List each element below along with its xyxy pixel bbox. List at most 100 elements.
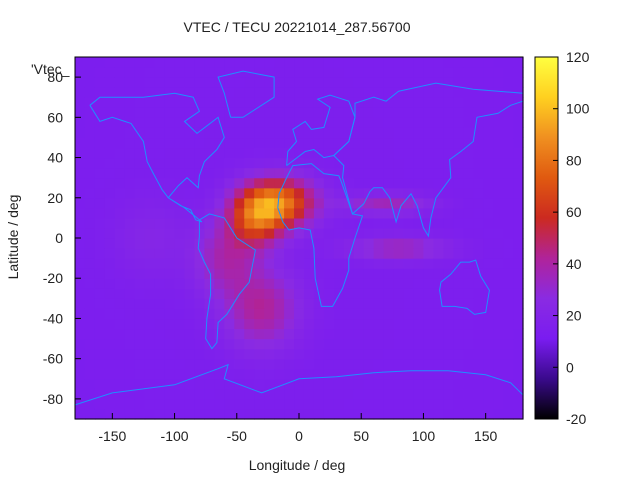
- heatmap-cell: [144, 238, 156, 249]
- heatmap-cell: [254, 147, 265, 159]
- heatmap-cell: [363, 97, 375, 108]
- heatmap-cell: [124, 67, 136, 78]
- heatmap-cell: [184, 207, 196, 219]
- heatmap-cell: [373, 87, 385, 98]
- heatmap-cell: [403, 348, 415, 360]
- heatmap-cell: [264, 308, 275, 320]
- heatmap-cell: [503, 177, 514, 189]
- heatmap-cell: [75, 408, 86, 420]
- heatmap-cell: [154, 268, 166, 279]
- heatmap-cell: [403, 67, 415, 78]
- heatmap-cell: [333, 338, 345, 350]
- heatmap-cell: [403, 107, 415, 118]
- heatmap-cell: [164, 358, 176, 370]
- heatmap-cell: [144, 127, 156, 139]
- heatmap-cell: [284, 207, 295, 219]
- heatmap-cell: [254, 107, 265, 118]
- heatmap-cell: [94, 187, 106, 199]
- heatmap-cell: [234, 77, 245, 88]
- heatmap-cell: [353, 157, 365, 169]
- heatmap-cell: [323, 57, 335, 68]
- heatmap-cell: [284, 278, 295, 289]
- heatmap-cell: [313, 187, 325, 199]
- colorbar-tick-label: 100: [566, 101, 590, 117]
- heatmap-cell: [493, 388, 504, 400]
- heatmap-cell: [194, 358, 206, 370]
- heatmap-cell: [333, 57, 345, 68]
- heatmap-cell: [383, 187, 395, 199]
- heatmap-cell: [134, 388, 146, 400]
- heatmap-cell: [114, 117, 126, 128]
- heatmap-cell: [393, 187, 405, 199]
- heatmap-cell: [104, 368, 116, 380]
- heatmap-cell: [104, 217, 116, 229]
- heatmap-cell: [333, 318, 345, 330]
- heatmap-cell: [144, 328, 156, 340]
- heatmap-cell: [124, 187, 136, 199]
- heatmap-cell: [393, 97, 405, 108]
- heatmap-cell: [224, 398, 235, 410]
- heatmap-cell: [383, 67, 395, 78]
- heatmap-cell: [463, 197, 474, 209]
- heatmap-cell: [313, 207, 325, 219]
- heatmap-cell: [323, 217, 335, 229]
- heatmap-cell: [463, 238, 474, 249]
- heatmap-cell: [323, 197, 335, 209]
- heatmap-cell: [94, 127, 106, 139]
- heatmap-cell: [124, 348, 136, 360]
- heatmap-cell: [84, 348, 96, 360]
- heatmap-cell: [323, 97, 335, 108]
- heatmap-cell: [294, 368, 305, 380]
- heatmap-cell: [134, 187, 146, 199]
- heatmap-cell: [303, 87, 315, 98]
- heatmap-cell: [214, 338, 225, 350]
- heatmap-cell: [104, 177, 116, 189]
- heatmap-cell: [174, 378, 186, 390]
- heatmap-cell: [433, 358, 444, 370]
- heatmap-cell: [264, 288, 275, 299]
- heatmap-cell: [284, 368, 295, 380]
- heatmap-cell: [234, 147, 245, 159]
- heatmap-cell: [284, 238, 295, 249]
- heatmap-cell: [114, 137, 126, 149]
- heatmap-cell: [473, 167, 484, 179]
- heatmap-cell: [194, 107, 206, 118]
- heatmap-cell: [333, 207, 345, 219]
- heatmap-cell: [224, 197, 235, 209]
- heatmap-cell: [114, 378, 126, 390]
- heatmap-cell: [144, 288, 156, 299]
- heatmap-cell: [413, 117, 425, 128]
- heatmap-cell: [75, 187, 86, 199]
- heatmap-cell: [463, 408, 474, 420]
- heatmap-cell: [383, 378, 395, 390]
- heatmap-cell: [333, 378, 345, 390]
- heatmap-cell: [244, 207, 255, 219]
- heatmap-cell: [463, 177, 474, 189]
- heatmap-cell: [423, 77, 434, 88]
- heatmap-cell: [393, 358, 405, 370]
- heatmap-cell: [104, 87, 116, 98]
- heatmap-cell: [124, 388, 136, 400]
- heatmap-cell: [443, 127, 454, 139]
- heatmap-cell: [343, 398, 355, 410]
- heatmap-cell: [393, 127, 405, 139]
- heatmap-cell: [503, 67, 514, 78]
- heatmap-cell: [363, 388, 375, 400]
- heatmap-cell: [294, 197, 305, 209]
- heatmap-cell: [164, 97, 176, 108]
- heatmap-cell: [363, 368, 375, 380]
- heatmap-cell: [343, 187, 355, 199]
- heatmap-cell: [174, 157, 186, 169]
- heatmap-cell: [373, 217, 385, 229]
- heatmap-cell: [443, 388, 454, 400]
- heatmap-cell: [144, 258, 156, 269]
- heatmap-cell: [134, 238, 146, 249]
- heatmap-cell: [214, 358, 225, 370]
- heatmap-cell: [363, 278, 375, 289]
- heatmap-cell: [174, 258, 186, 269]
- heatmap-cell: [483, 238, 494, 249]
- heatmap-cell: [254, 117, 265, 128]
- heatmap-cell: [413, 408, 425, 420]
- heatmap-cell: [323, 268, 335, 279]
